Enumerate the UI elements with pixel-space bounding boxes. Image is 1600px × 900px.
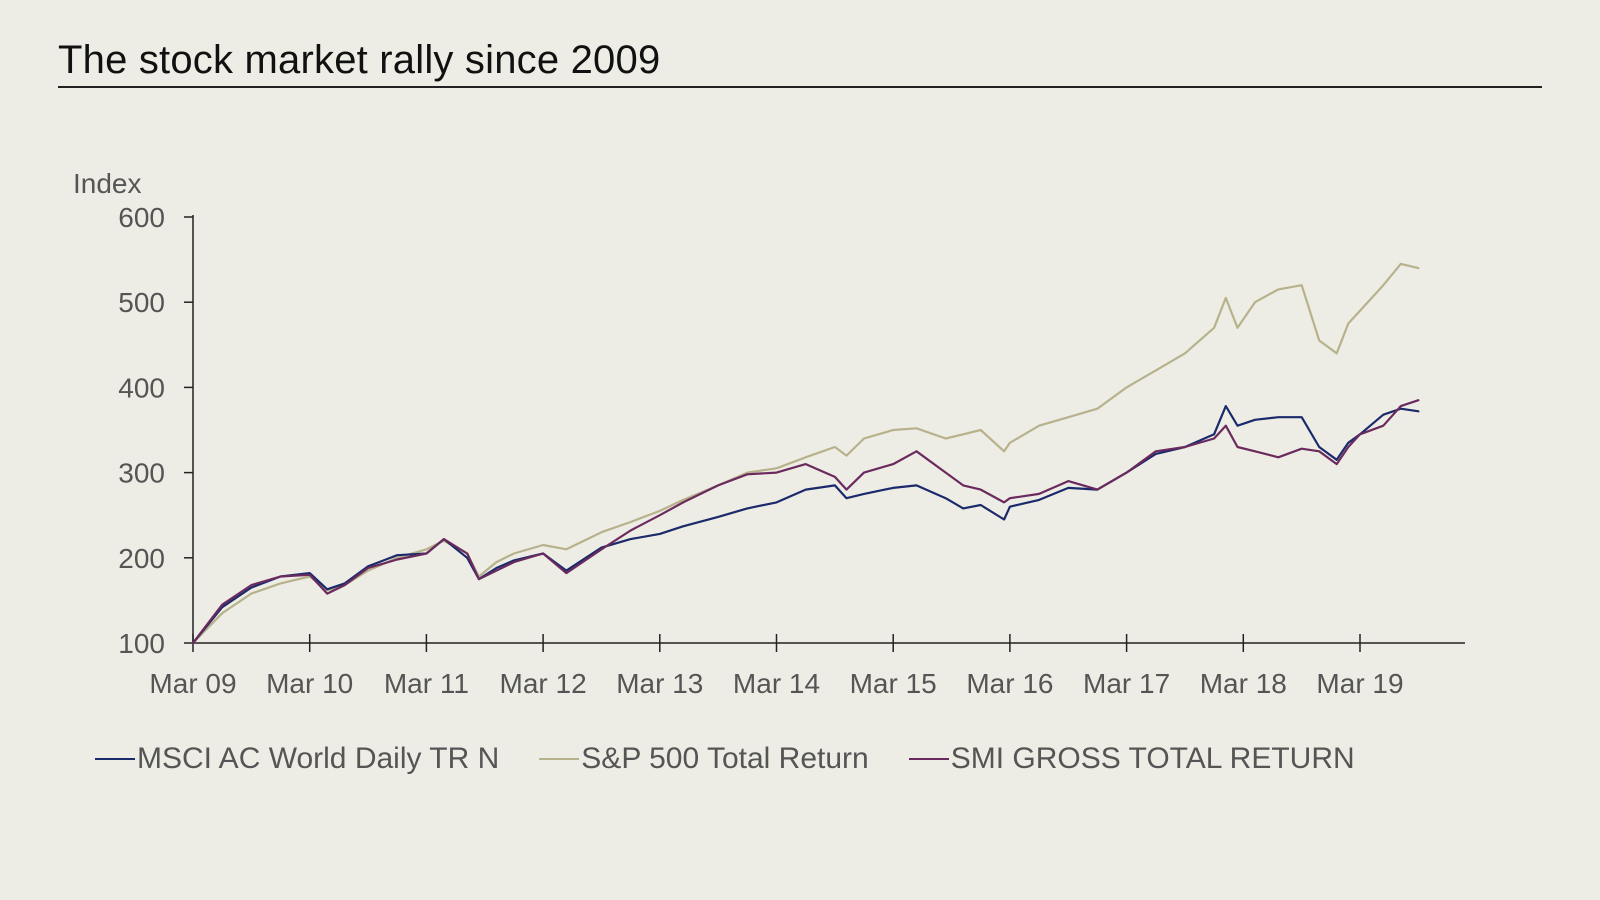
title-rule [58,86,1542,88]
legend-label-smi: SMI GROSS TOTAL RETURN [950,742,1355,775]
x-tick-label: Mar 14 [733,668,820,699]
series-lines [191,262,1420,645]
series-line-2 [191,399,1420,645]
x-tick-label: Mar 09 [149,668,236,699]
y-tick-label: 300 [118,458,165,489]
y-tick-label: 400 [118,372,165,403]
legend-swatch-sp500 [539,758,580,760]
x-tick-label: Mar 15 [850,668,937,699]
chart-title: The stock market rally since 2009 [58,38,661,82]
axes: 100 200 300 400 500 600 Mar 09 Mar 10 Mar 11 Mar … [118,202,1465,699]
x-tick-label: Mar 18 [1200,668,1287,699]
x-tick-label: Mar 10 [266,668,353,699]
series-line-1 [191,262,1420,645]
y-tick-label: 600 [118,202,165,233]
legend-item-sp500: S&P 500 Total Return [539,742,869,776]
legend-swatch-smi [908,758,949,760]
legend-item-msci: MSCI AC World Daily TR N [95,742,499,776]
x-tick-label: Mar 13 [616,668,703,699]
x-tick-label: Mar 17 [1083,668,1170,699]
x-tick-label: Mar 16 [966,668,1053,699]
legend-swatch-msci [95,758,135,760]
legend: MSCI AC World Daily TR N S&P 500 Total R… [95,742,1355,776]
y-tick-label: 100 [118,628,165,659]
x-tick-label: Mar 12 [500,668,587,699]
y-tick-label: 200 [118,543,165,574]
x-tick-label: Mar 11 [384,668,469,699]
legend-label-sp500: S&P 500 Total Return [581,742,869,775]
x-tick-label: Mar 19 [1316,668,1403,699]
legend-item-smi: SMI GROSS TOTAL RETURN [908,742,1355,776]
y-axis-title: Index [73,168,142,199]
legend-label-msci: MSCI AC World Daily TR N [137,742,500,775]
y-tick-label: 500 [118,287,165,318]
